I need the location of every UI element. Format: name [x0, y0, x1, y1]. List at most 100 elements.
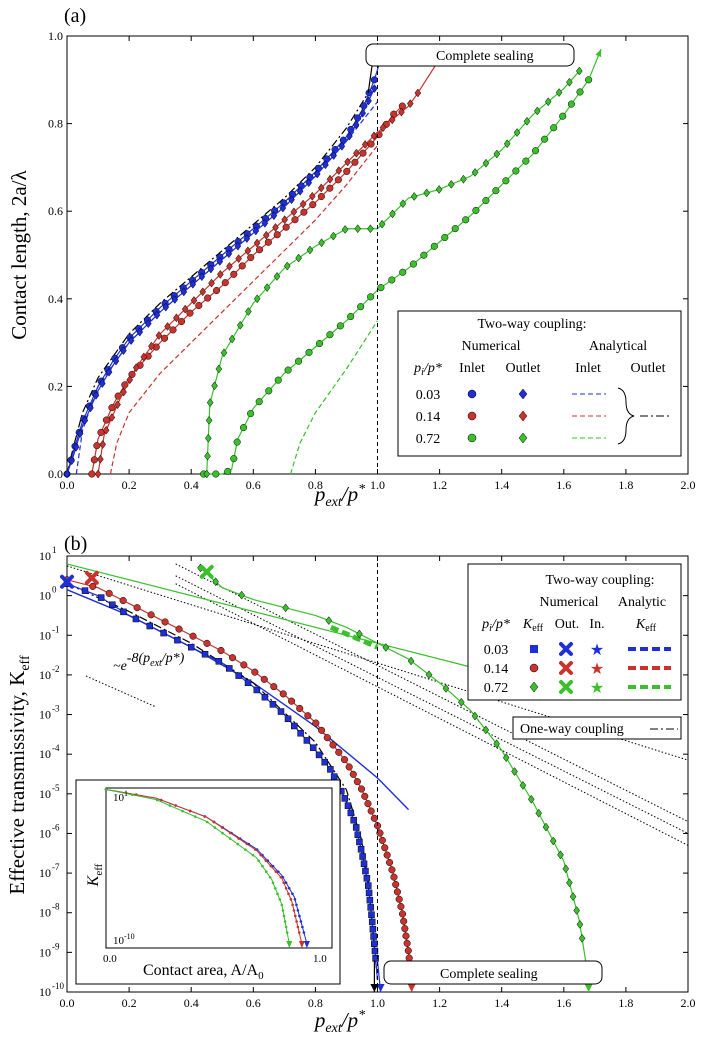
data-point-b-red	[119, 596, 127, 605]
ytick-exponent-b: 0	[52, 585, 57, 595]
data-point-b-blue	[363, 875, 371, 882]
data-point-green	[423, 188, 430, 198]
data-point-green	[550, 124, 558, 132]
data-point-b-blue	[357, 845, 365, 853]
data-point-red	[208, 278, 215, 288]
data-point-b-blue	[309, 744, 317, 751]
data-point-red	[379, 123, 387, 133]
legend-a-row-2: 0.72	[416, 432, 441, 447]
data-point-green	[295, 253, 302, 263]
data-point-green	[367, 224, 374, 234]
fit-line	[175, 575, 689, 834]
inset-point-blue	[287, 886, 291, 890]
data-point-red	[132, 363, 140, 373]
data-point-b-red	[388, 866, 396, 874]
legend-b-pi: pi/p*	[481, 617, 510, 634]
legend-b-row-1: 0.14	[484, 662, 509, 677]
inset-point-blue	[284, 881, 288, 885]
data-point-b-red	[251, 668, 259, 676]
inset-point-red	[295, 920, 298, 923]
data-point-b-red	[376, 829, 384, 837]
data-point-b-red	[370, 814, 378, 822]
data-point-red	[247, 253, 255, 262]
legend-a-marker-red-inlet	[467, 411, 477, 421]
inset-point-green	[251, 853, 255, 857]
inset-ylabel: Keff	[85, 863, 105, 887]
ytick-label-a: 0.6	[48, 204, 63, 218]
data-point-red	[160, 334, 169, 342]
data-point-red	[102, 425, 110, 435]
xtick-label-b: 1.6	[556, 996, 571, 1010]
inset-point-green	[278, 898, 282, 901]
data-point-green	[233, 438, 241, 446]
inset-point-green	[221, 831, 224, 835]
data-point-red	[272, 223, 279, 232]
legend-a-row-1: 0.14	[416, 410, 441, 425]
inset-point-red	[203, 815, 207, 818]
legend-b-cross-green	[559, 680, 573, 694]
data-point-green	[472, 206, 480, 214]
data-point-blue	[171, 295, 179, 304]
inset-ytick-top: 101	[113, 789, 128, 804]
data-point-green	[566, 77, 573, 87]
data-point-blue	[87, 403, 94, 413]
data-point-green	[471, 168, 479, 177]
data-point-red	[226, 262, 233, 271]
data-point-red	[235, 254, 242, 264]
inset-point-blue	[301, 925, 304, 929]
data-point-blue	[288, 195, 295, 205]
data-point-green	[239, 424, 248, 432]
xtick-label-a: 0.2	[122, 478, 137, 492]
sealing-arrowhead-b-black	[370, 984, 379, 992]
data-point-red	[308, 191, 316, 201]
data-point-red	[326, 184, 334, 192]
data-point-b-red	[105, 589, 113, 597]
inset-point-blue	[271, 864, 275, 868]
data-point-green	[377, 284, 385, 292]
data-point-blue	[68, 456, 76, 466]
data-point-red	[173, 313, 180, 323]
data-point-b-red	[175, 625, 183, 633]
legend-a-row-0: 0.03	[416, 388, 441, 403]
data-point-green	[336, 322, 344, 330]
data-point-green	[502, 177, 510, 185]
data-point-green	[354, 224, 362, 234]
data-point-red	[388, 115, 396, 125]
data-point-red	[155, 331, 163, 340]
xtick-label-a: 0.4	[184, 478, 199, 492]
data-point-red	[94, 469, 102, 479]
inset-point-green	[282, 914, 286, 918]
panel-a-legend-frame	[397, 310, 682, 457]
data-point-b-blue	[321, 758, 328, 766]
data-point-blue	[153, 310, 161, 320]
data-point-b-red	[147, 611, 155, 619]
inset-point-green	[280, 903, 284, 907]
data-point-green	[220, 348, 228, 358]
inset-xtick-right: 1.0	[313, 953, 327, 965]
inset-point-green	[271, 881, 275, 885]
data-point-green	[430, 242, 438, 250]
data-point-b-green	[566, 878, 573, 888]
data-point-b-red	[398, 910, 407, 918]
data-point-blue	[365, 96, 372, 106]
inset-point-green	[236, 842, 240, 846]
data-point-green	[205, 415, 213, 425]
data-point-blue	[180, 287, 188, 297]
data-point-blue	[76, 429, 84, 439]
data-point-blue	[99, 379, 106, 388]
ytick-label-a: 0.2	[48, 379, 63, 393]
data-point-red	[300, 208, 308, 216]
inset-point-blue	[299, 920, 303, 923]
data-point-blue	[136, 327, 144, 337]
legend-a-brace	[617, 387, 635, 445]
data-point-blue	[120, 346, 127, 356]
data-point-b-green	[542, 822, 550, 832]
legend-a-marker-green-inlet	[467, 433, 477, 443]
inset-point-blue	[277, 870, 280, 873]
inset-point-red	[220, 826, 224, 829]
data-point-green	[576, 88, 584, 96]
data-point-green	[462, 216, 470, 224]
data-point-green	[284, 366, 292, 374]
data-point-green	[263, 283, 271, 293]
inset-point-blue	[298, 914, 301, 918]
